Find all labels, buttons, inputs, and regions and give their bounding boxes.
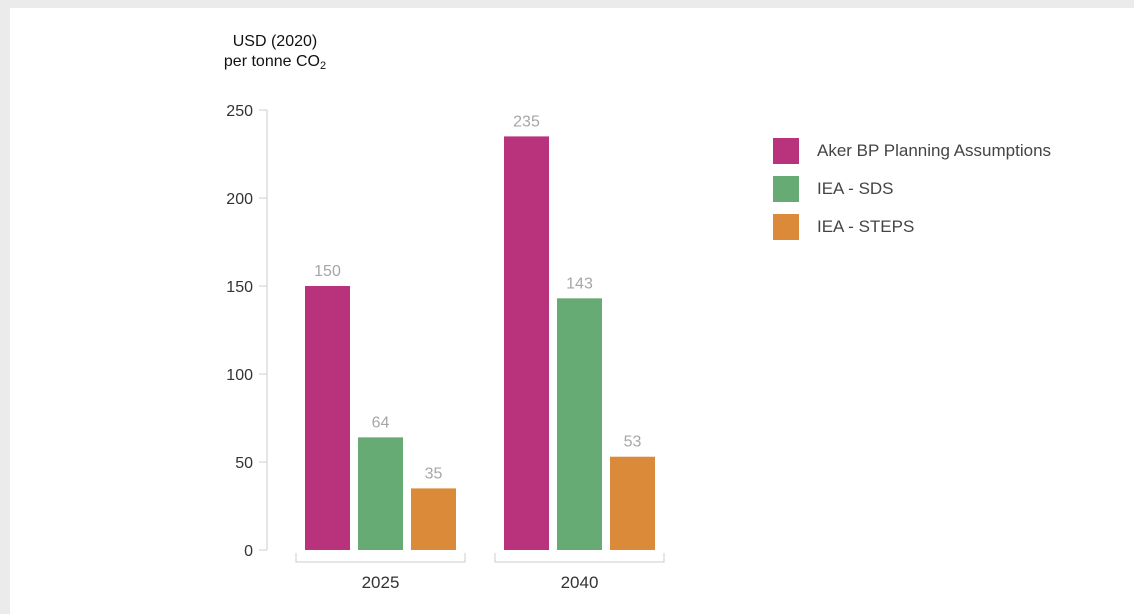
bar: [358, 437, 403, 550]
y-tick-label: 100: [226, 367, 253, 384]
x-category-bracket: [494, 553, 665, 563]
y-tick-label: 200: [226, 191, 253, 208]
y-tick-label: 150: [226, 279, 253, 296]
bar: [504, 136, 549, 550]
y-axis-label-line1: USD (2020): [232, 33, 318, 50]
legend-label-iea-steps: IEA - STEPS: [817, 217, 915, 236]
y-tick-label: 250: [226, 103, 253, 120]
bar: [411, 488, 456, 550]
legend-item-iea-sds: IEA - SDS: [773, 176, 1051, 202]
legend-swatch-iea-steps: [773, 214, 799, 240]
bar: [305, 286, 350, 550]
bar-value-label: 143: [566, 275, 593, 292]
legend-item-aker-bp: Aker BP Planning Assumptions: [773, 138, 1051, 164]
y-tick-label: 0: [244, 543, 253, 560]
bar-value-label: 64: [372, 414, 390, 431]
x-category-bracket: [295, 553, 466, 563]
bar: [557, 298, 602, 550]
legend-swatch-aker-bp: [773, 138, 799, 164]
bar-chart: 0 50 100 150 200 250 150 64 35 2025 235 143 53 2040: [226, 103, 665, 592]
legend-label-aker-bp: Aker BP Planning Assumptions: [817, 141, 1052, 160]
legend-item-iea-steps: IEA - STEPS: [773, 214, 1051, 240]
x-tick-label: 2040: [561, 573, 599, 592]
y-axis-label: USD (2020) per tonne CO2: [200, 32, 350, 72]
y-axis-label-line2: per tonne CO2: [200, 52, 350, 72]
bar: [610, 456, 655, 550]
y-tick-label: 50: [235, 455, 253, 472]
x-tick-label: 2025: [362, 573, 400, 592]
y-axis-label-subscript: 2: [319, 60, 327, 72]
y-axis-label-unit: per tonne CO: [223, 53, 320, 70]
bar-value-label: 35: [425, 465, 443, 482]
legend-label-iea-sds: IEA - SDS: [817, 179, 894, 198]
legend-swatch-iea-sds: [773, 176, 799, 202]
bar-value-label: 150: [314, 263, 341, 280]
bar-value-label: 53: [624, 434, 642, 451]
bar-value-label: 235: [513, 113, 540, 130]
chart-panel: 0 50 100 150 200 250 150 64 35 2025 235 143 53 2040 U…: [10, 8, 1134, 614]
legend: Aker BP Planning Assumptions IEA - SDS I…: [773, 138, 1051, 252]
